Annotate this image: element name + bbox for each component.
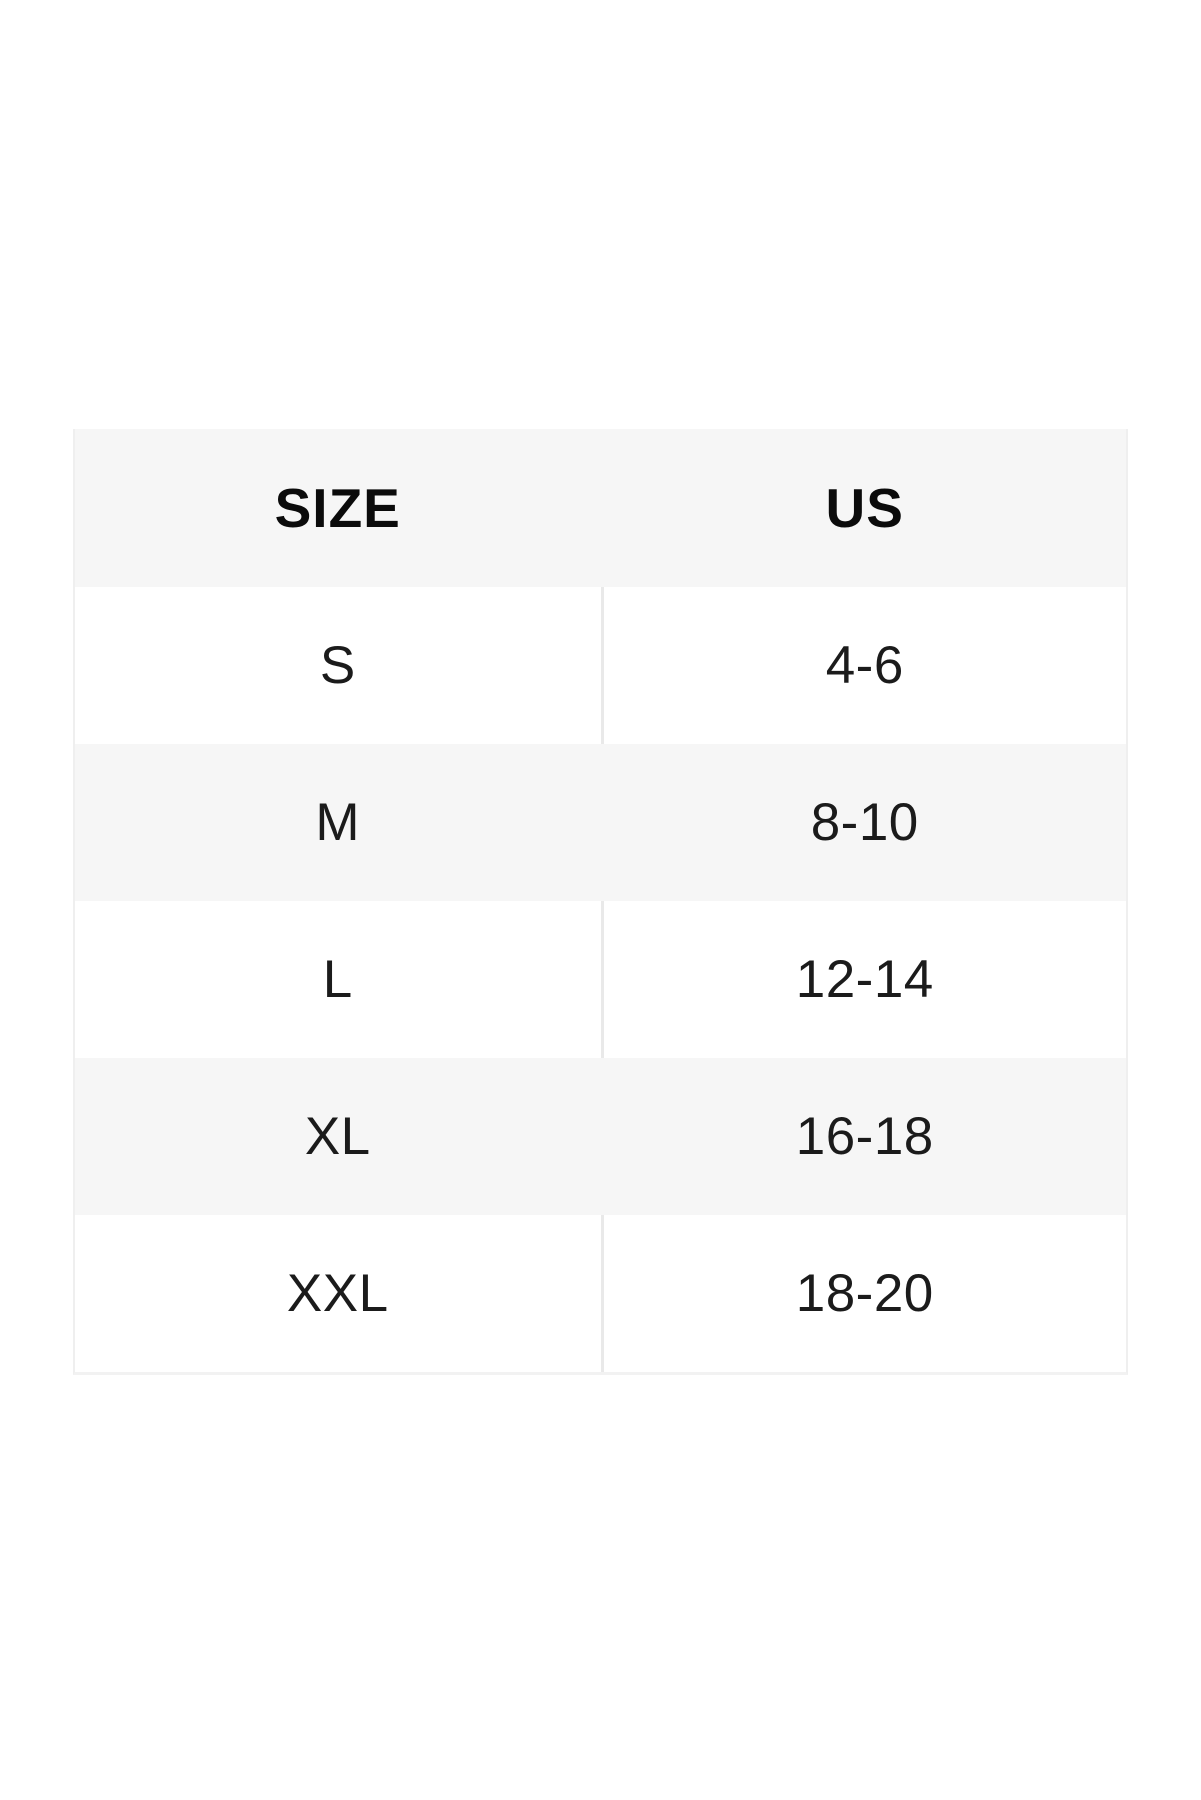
size-cell: XL (304, 1107, 371, 1166)
size-cell: XXL (286, 1264, 389, 1323)
size-cell: S (319, 636, 356, 695)
column-header-us: US (825, 477, 904, 539)
table-row: L 12-14 (75, 901, 1126, 1058)
size-cell: M (315, 793, 361, 852)
table-row: XL 16-18 (75, 1058, 1126, 1215)
table-row: M 8-10 (75, 744, 1126, 901)
us-cell: 12-14 (600, 901, 1127, 1058)
us-cell: 4-6 (600, 587, 1127, 744)
table-row: XXL 18-20 (75, 1215, 1126, 1372)
table-row: S 4-6 (75, 587, 1126, 744)
us-cell: 18-20 (600, 1215, 1127, 1372)
column-header-size: SIZE (274, 477, 401, 539)
us-cell: 8-10 (810, 793, 919, 852)
size-chart-table: SIZE US S 4-6 M 8-10 L 12-14 XL 16-18 XX… (73, 429, 1128, 1375)
us-cell: 16-18 (795, 1107, 934, 1166)
size-cell: L (322, 950, 353, 1009)
table-header-row: SIZE US (75, 429, 1126, 587)
